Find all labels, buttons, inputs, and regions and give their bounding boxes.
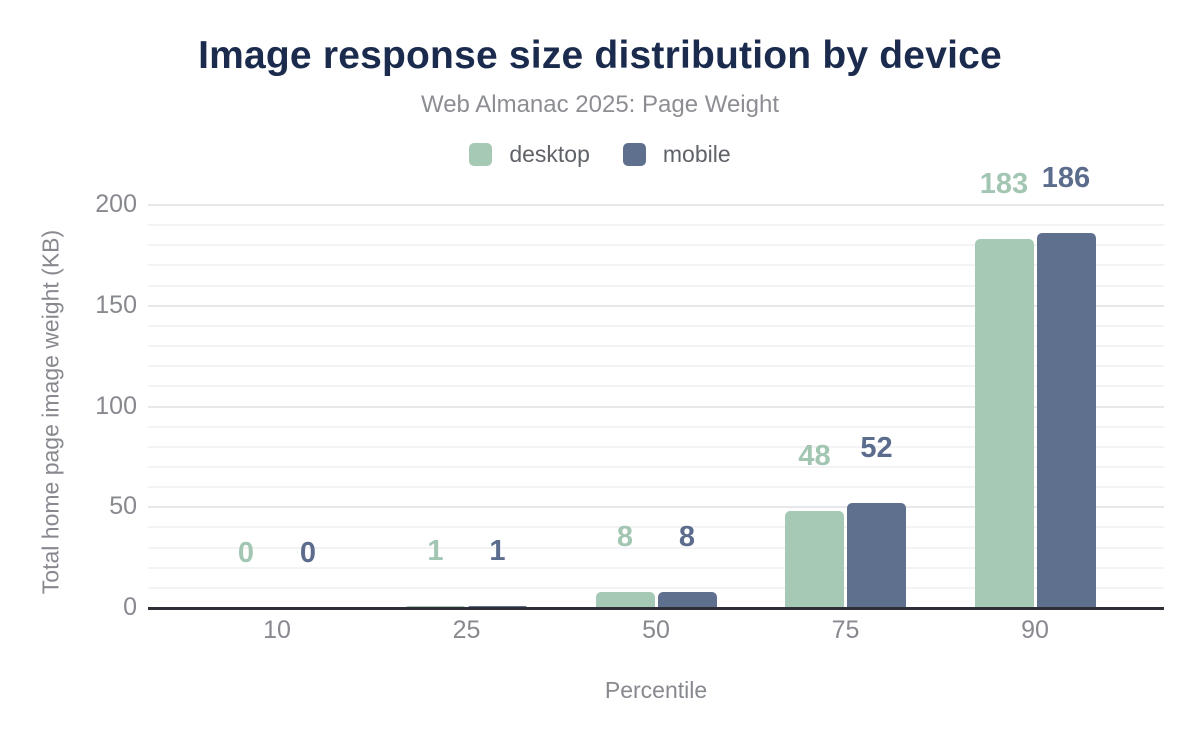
gridline-minor [148,445,1164,448]
bar-desktop-p90 [974,239,1034,608]
y-tick-label: 50 [109,492,137,521]
gridline-minor [148,546,1164,549]
gridline-minor [148,365,1164,368]
y-tick-label: 100 [95,391,137,420]
gridline-minor [148,284,1164,287]
bar-value-label-desktop-p25: 1 [427,535,444,567]
bar-desktop-p50 [595,591,655,608]
gridline-major [148,506,1164,509]
x-tick-label-50: 50 [642,616,670,644]
y-tick-label: 150 [95,290,137,319]
bar-value-label-desktop-p10: 0 [237,537,255,569]
chart-subtitle: Web Almanac 2025: Page Weight [420,91,779,118]
x-tick-label-25: 25 [452,616,481,644]
legend-label: mobile [662,141,731,167]
gridline-minor [148,465,1164,468]
bar-value-label-desktop-p50: 8 [616,520,634,553]
bar-value-label-mobile-p50: 8 [678,520,696,553]
x-tick-label-10: 10 [263,616,291,644]
bar-mobile-p75 [847,503,906,608]
gridline-minor [148,526,1164,529]
bar-mobile-p50 [657,591,717,608]
gridline-minor [148,244,1164,247]
bar-value-label-mobile-p75: 52 [860,432,893,465]
gridline-major [148,304,1164,307]
bar-value-label-mobile-p10: 0 [299,537,317,569]
legend-label: desktop [509,141,590,167]
x-axis-title: Percentile [604,677,708,703]
gridline-major [148,405,1164,408]
gridline-minor [148,586,1164,589]
x-tick-label-75: 75 [831,616,860,644]
gridline-minor [148,566,1164,569]
gridline-minor [148,264,1164,267]
legend-swatch-icon [469,143,493,166]
x-axis-line [148,607,1164,610]
gridline-minor [148,425,1164,428]
chart-title: Image response size distribution by devi… [198,34,1002,77]
bar-value-label-desktop-p90: 183 [979,168,1029,201]
gridline-minor [148,486,1164,489]
legend: desktop mobile [0,141,1200,168]
legend-item-desktop[interactable]: desktop [469,141,590,168]
x-tick-label-90: 90 [1021,616,1049,644]
bar-value-label-mobile-p90: 186 [1041,162,1091,195]
legend-swatch-icon [622,143,646,166]
plot-area: 0 0 1 1 8 8 48 52 183 186 [148,162,1164,610]
bar-desktop-p75 [785,511,844,608]
gridline-minor [148,324,1164,327]
y-tick-label: 0 [123,593,137,621]
bar-mobile-p90 [1036,233,1096,608]
gridline-minor [148,345,1164,348]
bar-value-label-desktop-p75: 48 [798,440,831,473]
gridline-major [148,204,1164,206]
gridline-minor [148,224,1164,227]
gridline-minor [148,385,1164,388]
legend-item-mobile[interactable]: mobile [622,141,731,168]
bar-value-label-mobile-p25: 1 [489,535,506,567]
y-tick-label: 200 [95,190,137,218]
